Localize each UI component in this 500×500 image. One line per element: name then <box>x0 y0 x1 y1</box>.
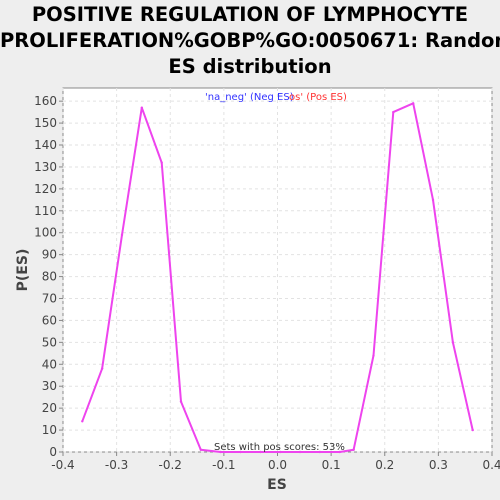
x-tick-label: 0.0 <box>268 458 287 472</box>
y-tick-label: 140 <box>34 138 57 152</box>
x-tick-label: -0.2 <box>159 458 182 472</box>
data-point <box>219 450 222 454</box>
y-tick-label: 70 <box>42 292 57 306</box>
y-axis-title: P(ES) <box>15 249 31 292</box>
y-tick-label: 0 <box>49 445 57 459</box>
data-point <box>100 367 104 370</box>
x-tick-label: 0.4 <box>482 458 500 472</box>
y-tick-label: 160 <box>34 94 57 108</box>
x-tick-label: 0.2 <box>375 458 394 472</box>
data-point <box>179 400 183 403</box>
y-tick-label: 90 <box>42 248 57 262</box>
x-tick-label: 0.3 <box>429 458 448 472</box>
y-tick-label: 150 <box>34 116 57 130</box>
data-point <box>278 450 282 454</box>
y-tick-label: 80 <box>42 270 57 284</box>
data-point <box>239 450 242 454</box>
data-point <box>199 448 203 452</box>
x-tick-label: 0.1 <box>322 458 341 472</box>
data-point <box>411 102 415 105</box>
x-tick-label: -0.4 <box>51 458 74 472</box>
x-axis-title: ES <box>267 477 287 493</box>
x-tick-label: -0.3 <box>105 458 128 472</box>
annotation-pos-scores: Sets with pos scores: 53% <box>214 442 345 453</box>
y-tick-label: 100 <box>34 226 57 240</box>
data-point <box>160 161 163 164</box>
data-point <box>318 450 322 454</box>
y-tick-label: 130 <box>34 160 57 174</box>
y-tick-label: 10 <box>42 423 57 437</box>
y-tick-label: 120 <box>34 182 57 196</box>
title-line-1: POSITIVE REGULATION OF LYMPHOCYTE <box>31 3 469 26</box>
data-point <box>298 450 302 454</box>
data-point <box>431 198 435 202</box>
title-line-3: ES distribution <box>168 55 332 78</box>
data-point <box>471 428 474 432</box>
data-point <box>140 106 144 109</box>
data-point <box>81 420 84 423</box>
axis-layer: 0 10 20 30 40 50 60 70 80 90 100 110 120 130 140 150 160… <box>34 94 500 472</box>
data-point <box>120 233 124 237</box>
y-tick-label: 50 <box>42 335 57 349</box>
y-tick-label: 110 <box>34 204 57 218</box>
legend-pos-label: os' (Pos ES) <box>289 92 347 103</box>
legend-neg-label: 'na_neg' (Neg ES) <box>205 92 294 103</box>
title-line-2: PROLIFERATION%GOBP%GO:0050671: Random <box>0 29 500 52</box>
data-point <box>372 354 375 357</box>
data-point <box>451 341 455 344</box>
data-point <box>392 110 395 114</box>
y-tick-label: 40 <box>42 357 57 371</box>
series-layer <box>81 102 474 454</box>
chart-title: POSITIVE REGULATION OF LYMPHOCYTE PROLIF… <box>0 2 500 80</box>
y-tick-label: 20 <box>42 401 57 415</box>
x-tick-label: -0.1 <box>212 458 235 472</box>
y-tick-label: 60 <box>42 313 57 327</box>
data-point <box>259 450 262 454</box>
y-tick-label: 30 <box>42 379 57 393</box>
data-point <box>352 448 355 452</box>
data-point <box>338 450 341 454</box>
